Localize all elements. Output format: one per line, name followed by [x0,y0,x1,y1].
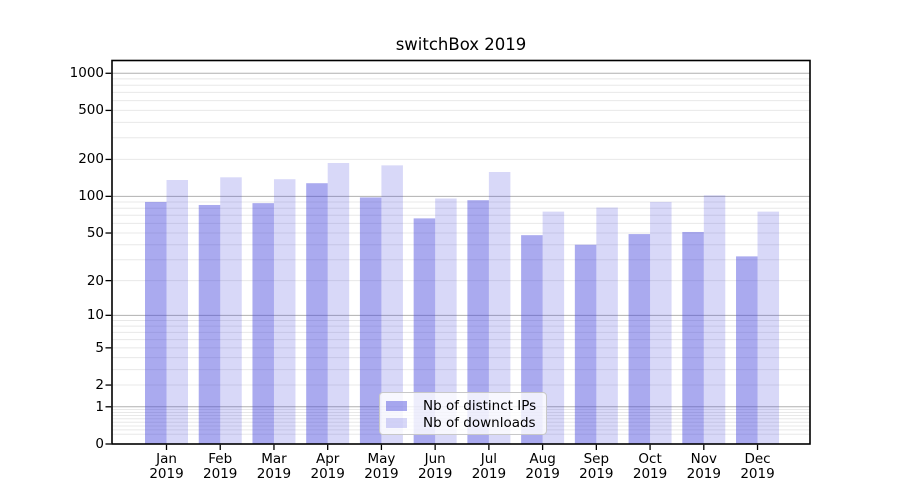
x-tick-label: Jan 2019 [135,452,199,482]
x-tick-label: Feb 2019 [188,452,252,482]
x-tick-label: Oct 2019 [618,452,682,482]
bar-distinct-ips [736,256,758,444]
x-tick-label: Apr 2019 [296,452,360,482]
bar-distinct-ips [359,197,382,444]
x-tick-label: Jun 2019 [403,452,467,482]
x-tick-year: 2019 [632,466,668,482]
x-tick-label: Aug 2019 [511,452,575,482]
y-tick-label: 500 [78,102,104,119]
bar-distinct-ips [574,244,597,444]
x-tick-year: 2019 [364,466,399,482]
x-tick-month: Oct [638,451,662,467]
x-tick-label: May 2019 [349,452,413,482]
axes-border [111,59,811,445]
x-tick-year: 2019 [256,466,292,482]
bar-distinct-ips [198,204,221,444]
bar-downloads [542,211,565,444]
bar-downloads [488,172,511,444]
x-tick-month: Feb [208,451,233,467]
x-tick-year: 2019 [149,466,184,482]
bar-distinct-ips [628,234,651,444]
x-tick-year: 2019 [686,466,721,482]
bar-downloads [166,179,188,444]
bar-downloads [703,195,726,444]
bar-downloads [273,179,296,444]
y-tick-label: 50 [86,225,104,242]
x-tick-month: Jul [480,451,498,467]
x-tick-label: Sep 2019 [564,452,628,482]
bar-downloads [650,201,672,444]
x-tick-year: 2019 [203,466,238,482]
bar-downloads [220,177,242,444]
x-tick-month: Apr [316,451,340,467]
bar-distinct-ips [682,231,704,444]
x-tick-month: Sep [583,451,610,467]
x-tick-month: Nov [690,451,717,467]
chart-title: switchBox 2019 [395,35,527,54]
x-tick-year: 2019 [525,466,560,482]
x-tick-month: Jan [156,451,177,467]
x-tick-label: Nov 2019 [672,452,736,482]
x-tick-month: Mar [261,451,287,467]
bar-downloads [435,198,457,444]
x-tick-month: Aug [529,451,556,467]
legend-label-downloads: Nb of downloads [423,414,536,431]
bar-distinct-ips [467,200,489,444]
x-tick-year: 2019 [417,466,453,482]
bar-distinct-ips [145,201,167,444]
y-tick-label: 0 [95,436,104,452]
y-tick-label: 10 [86,307,104,324]
y-tick-label: 200 [78,151,104,168]
legend-label-distinct-ips: Nb of distinct IPs [423,397,537,414]
y-tick-label: 2 [95,377,104,394]
legend-item-downloads: Nb of downloads [386,414,538,431]
x-tick-year: 2019 [740,466,775,482]
x-tick-year: 2019 [310,466,345,482]
y-tick-label: 100 [78,188,104,205]
bar-distinct-ips [252,203,274,444]
bar-downloads [381,165,403,444]
bar-downloads [596,207,618,444]
legend: Nb of distinct IPs Nb of downloads [379,392,547,435]
x-tick-year: 2019 [579,466,614,482]
y-tick-label: 1 [95,398,104,415]
x-tick-year: 2019 [471,466,507,482]
bar-distinct-ips [413,218,436,444]
x-tick-month: Jun [424,451,446,467]
x-tick-month: May [367,451,396,467]
x-tick-month: Dec [744,451,771,467]
x-tick-label: Jul 2019 [457,452,521,482]
y-tick-label: 20 [86,272,104,289]
legend-item-distinct-ips: Nb of distinct IPs [386,397,538,414]
y-tick-label: 5 [95,339,104,356]
x-tick-label: Mar 2019 [242,452,306,482]
legend-swatch-downloads [386,417,407,428]
bar-downloads [327,163,350,445]
bar-downloads [757,211,780,444]
bar-distinct-ips [306,183,328,444]
legend-swatch-distinct-ips [386,400,407,411]
bar-distinct-ips [521,235,543,444]
y-tick-label: 1000 [69,65,104,82]
x-tick-label: Dec 2019 [726,452,790,482]
